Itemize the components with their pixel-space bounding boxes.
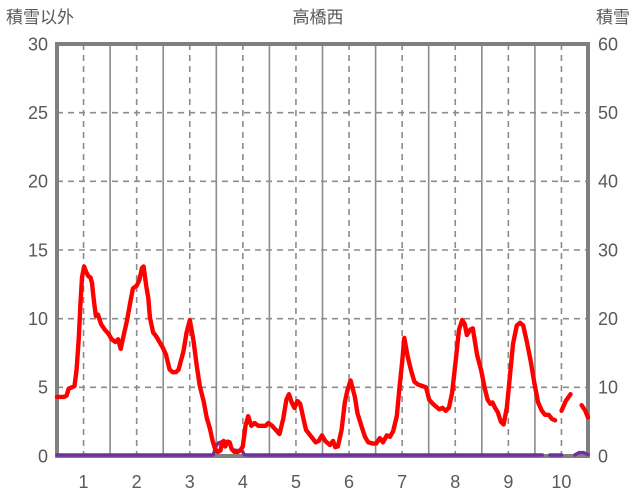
x-tick-label: 4 [238,472,248,492]
series-snow-depth-line [573,450,590,457]
series-non-snow-line [579,403,591,420]
series-snow-depth-line [55,439,544,457]
right-axis-tick-label: 30 [598,240,618,260]
x-tick-label: 5 [291,472,301,492]
x-tick-label: 1 [79,472,89,492]
left-axis-tick-label: 15 [28,240,48,260]
left-axis-tick-label: 30 [28,34,48,54]
series-lines [54,264,591,457]
right-axis-tick-label: 0 [598,446,608,466]
left-axis-tick-label: 5 [38,378,48,398]
left-axis-tick-label: 25 [28,103,48,123]
right-axis-tick-label: 50 [598,103,618,123]
left-axis-tick-label: 0 [38,446,48,466]
x-tick-label: 9 [503,472,513,492]
right-axis-title: 積雪 [596,8,630,27]
right-axis-tick-label: 60 [598,34,618,54]
series-non-snow-line [559,392,573,413]
x-tick-label: 2 [132,472,142,492]
x-tick-label: 3 [185,472,195,492]
series-non-snow-line [54,264,558,455]
left-axis-title: 積雪以外 [6,8,74,27]
left-axis-tick-label: 20 [28,172,48,192]
x-tick-label: 10 [551,472,571,492]
x-tick-label: 8 [450,472,460,492]
chart-title: 高橋西 [293,8,344,27]
right-axis-tick-label: 40 [598,172,618,192]
x-tick-label: 7 [397,472,407,492]
gridlines [57,44,588,456]
x-tick-label: 6 [344,472,354,492]
left-axis-tick-label: 10 [28,309,48,329]
right-axis-tick-label: 10 [598,378,618,398]
right-axis-tick-label: 20 [598,309,618,329]
